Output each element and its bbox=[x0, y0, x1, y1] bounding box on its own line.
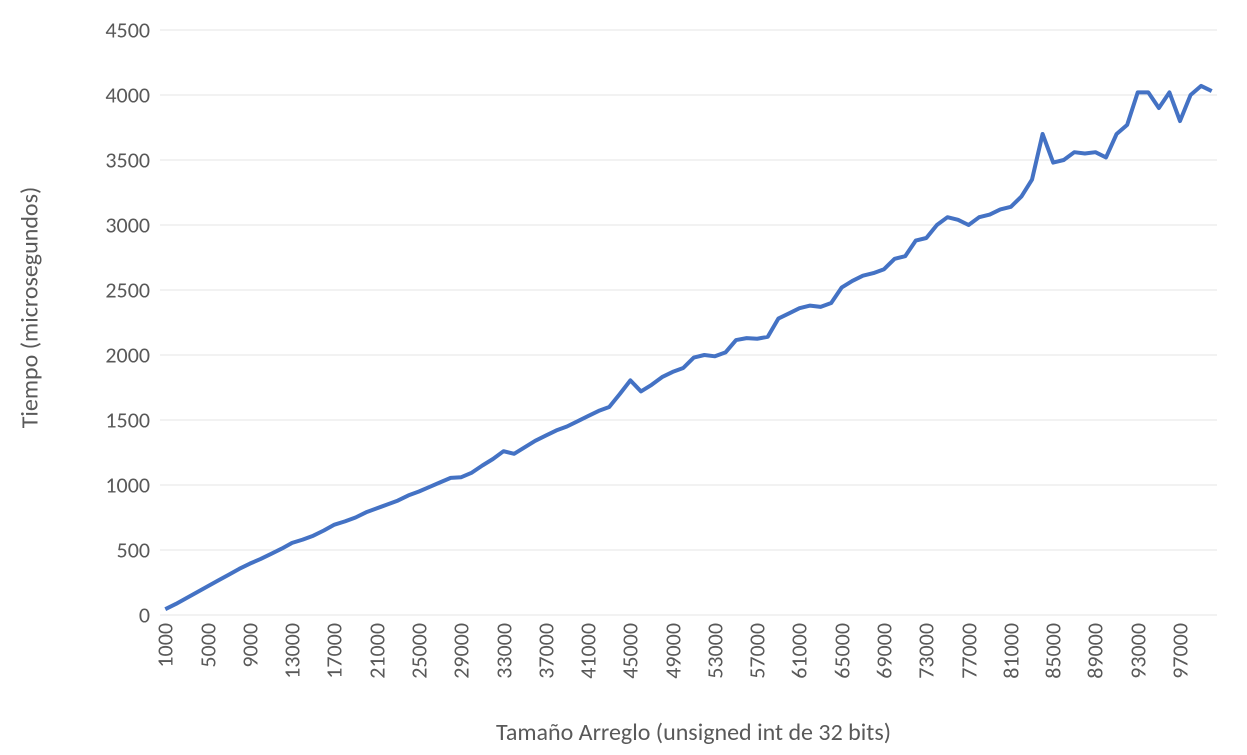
x-tick-label: 89000 bbox=[1082, 623, 1109, 679]
x-tick-label: 57000 bbox=[744, 623, 771, 679]
x-tick-label: 53000 bbox=[701, 623, 728, 679]
x-tick-label: 17000 bbox=[321, 623, 348, 679]
data-series-line bbox=[165, 86, 1211, 609]
x-tick-label: 25000 bbox=[405, 623, 432, 679]
x-tick-label: 5000 bbox=[194, 623, 221, 668]
y-tick-label: 1500 bbox=[105, 407, 150, 434]
chart-svg bbox=[160, 30, 1217, 615]
x-tick-label: 33000 bbox=[490, 623, 517, 679]
x-tick-label: 49000 bbox=[659, 623, 686, 679]
x-axis-title: Tamaño Arreglo (unsigned int de 32 bits) bbox=[160, 718, 1227, 747]
x-tick-label: 81000 bbox=[997, 623, 1024, 679]
y-tick-label: 500 bbox=[117, 536, 150, 563]
x-tick-label: 97000 bbox=[1167, 623, 1194, 679]
x-tick-label: 41000 bbox=[575, 623, 602, 679]
x-tick-label: 21000 bbox=[363, 623, 390, 679]
x-tick-label: 73000 bbox=[913, 623, 940, 679]
x-tick-label: 1000 bbox=[152, 623, 179, 668]
y-tick-label: 4500 bbox=[105, 17, 150, 44]
x-tick-label: 93000 bbox=[1124, 623, 1151, 679]
x-tick-label: 13000 bbox=[279, 623, 306, 679]
plot-area: 0500100015002000250030003500400045001000… bbox=[160, 30, 1217, 615]
gridlines bbox=[160, 30, 1217, 615]
x-tick-label: 45000 bbox=[617, 623, 644, 679]
y-tick-label: 2500 bbox=[105, 276, 150, 303]
x-tick-label: 65000 bbox=[828, 623, 855, 679]
y-tick-label: 0 bbox=[139, 602, 150, 629]
y-axis-title: Tiempo (microsegundos) bbox=[10, 0, 50, 615]
x-tick-label: 77000 bbox=[955, 623, 982, 679]
x-tick-label: 85000 bbox=[1040, 623, 1067, 679]
line-chart: Tiempo (microsegundos) 05001000150020002… bbox=[0, 0, 1247, 755]
x-tick-label: 29000 bbox=[448, 623, 475, 679]
y-tick-label: 3500 bbox=[105, 146, 150, 173]
y-axis-title-text: Tiempo (microsegundos) bbox=[16, 187, 45, 429]
x-tick-label: 61000 bbox=[786, 623, 813, 679]
x-tick-label: 37000 bbox=[532, 623, 559, 679]
y-tick-label: 2000 bbox=[105, 342, 150, 369]
x-tick-label: 69000 bbox=[871, 623, 898, 679]
x-tick-label: 9000 bbox=[236, 623, 263, 668]
y-tick-label: 3000 bbox=[105, 212, 150, 239]
y-tick-label: 4000 bbox=[105, 81, 150, 108]
y-tick-label: 1000 bbox=[105, 472, 150, 499]
